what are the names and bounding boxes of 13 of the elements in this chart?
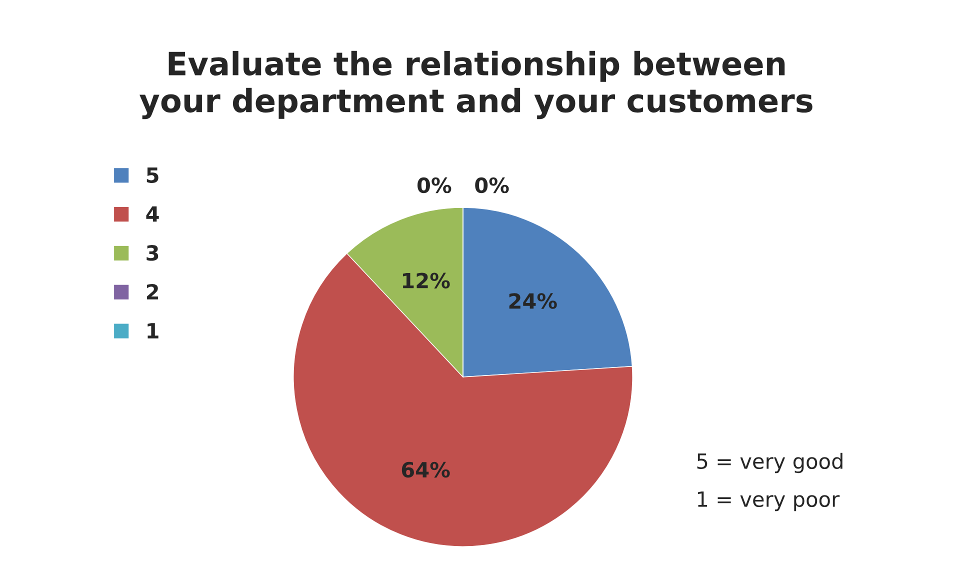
legend-label: 1 — [148, 323, 158, 338]
chart-title: Evaluate the relationship between your department and your customers — [140, 50, 812, 120]
text: 0% — [417, 177, 452, 194]
data-label: 12% — [402, 272, 450, 288]
legend-label: 2 — [146, 284, 158, 300]
text: 1 = very poor — [698, 492, 840, 512]
data-label: 64% — [402, 462, 450, 478]
legend-label: 5 — [146, 167, 158, 183]
data-label: 24% — [509, 293, 557, 309]
legend-label: 4 — [146, 206, 159, 222]
text: 5 = very good — [697, 452, 842, 474]
legend-label: 3 — [146, 245, 158, 261]
text: 0% — [475, 177, 509, 194]
